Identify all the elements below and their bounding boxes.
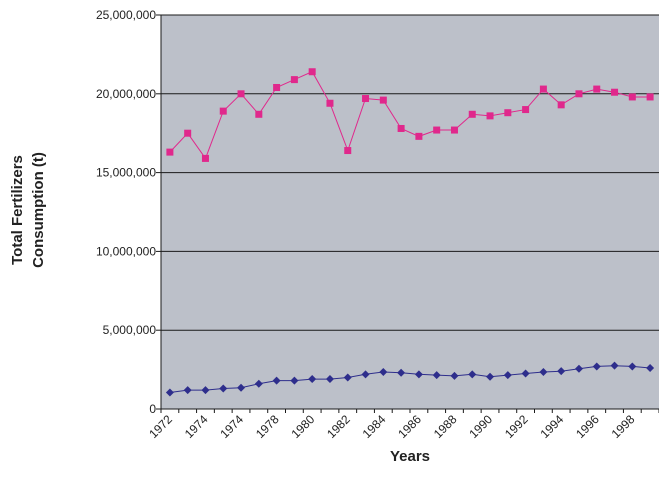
x-tick-label: 1974 [182, 412, 211, 441]
data-point [432, 371, 441, 380]
data-point [219, 384, 228, 393]
data-point [539, 367, 548, 376]
data-point [468, 370, 477, 379]
data-point [628, 93, 636, 101]
data-point [379, 96, 387, 104]
data-point [503, 371, 512, 380]
data-point [166, 148, 174, 156]
data-point [450, 371, 459, 380]
y-tick-labels: 0 5,000,000 10,000,000 15,000,000 20,000,000… [96, 8, 156, 416]
y-tick-label: 20,000,000 [96, 87, 156, 101]
data-point [592, 362, 601, 371]
data-point [308, 68, 316, 76]
data-point [574, 364, 583, 373]
y-tick-label: 15,000,000 [96, 166, 156, 180]
y-tick-label: 5,000,000 [103, 323, 157, 337]
series-line [169, 71, 651, 160]
data-point [522, 106, 530, 114]
data-point [397, 368, 406, 377]
series-1 [166, 68, 654, 162]
data-point [397, 124, 405, 132]
x-tick-label: 1996 [573, 412, 602, 441]
data-point [201, 154, 209, 162]
x-tick-label: 1984 [360, 412, 389, 441]
y-tick-label: 25,000,000 [96, 8, 156, 22]
data-point [646, 364, 655, 373]
x-tick-label: 1982 [324, 412, 353, 441]
x-tick-label: 1978 [253, 412, 282, 441]
data-point [450, 126, 458, 134]
data-point [308, 375, 317, 384]
x-tick-label: 1972 [146, 412, 175, 441]
data-point [557, 101, 565, 109]
data-point [539, 85, 547, 93]
data-point [433, 126, 441, 134]
x-tick-label: 1974 [217, 412, 246, 441]
x-tick-label: 1992 [502, 412, 531, 441]
y-tick-label: 0 [149, 402, 156, 416]
data-point [611, 88, 619, 96]
data-point [646, 93, 654, 101]
data-point [379, 367, 388, 376]
data-point [557, 367, 566, 376]
x-tick-label: 1980 [289, 412, 318, 441]
data-point [415, 132, 423, 140]
series-layer [165, 68, 655, 397]
data-point [184, 129, 192, 137]
series-2 [165, 361, 655, 397]
data-point [219, 107, 227, 115]
x-tick-label: 1990 [466, 412, 495, 441]
data-point [414, 370, 423, 379]
y-axis-title-line2: Consumption (t) [30, 152, 47, 268]
data-point [468, 110, 476, 118]
data-point [575, 90, 583, 98]
data-point [290, 76, 298, 84]
axes [160, 15, 659, 413]
data-point [628, 362, 637, 371]
data-point [237, 383, 246, 392]
x-tick-label: 1998 [609, 412, 638, 441]
data-point [593, 85, 601, 93]
x-tick-label: 1986 [395, 412, 424, 441]
x-tick-label: 1988 [431, 412, 460, 441]
data-point [326, 99, 334, 107]
series-line [169, 365, 651, 393]
y-axis-title-line1: Total Fertilizers [9, 155, 26, 265]
data-point [361, 370, 370, 379]
x-tick-label: 1994 [538, 412, 567, 441]
data-point [290, 376, 299, 385]
data-point [254, 379, 263, 388]
y-tick-label: 10,000,000 [96, 244, 156, 258]
plot-area [161, 15, 659, 409]
x-tick-labels: 1972 1974 1974 1978 1980 1982 1984 1986 1988 1990… [146, 412, 637, 441]
data-point [521, 369, 530, 378]
data-point [344, 147, 352, 155]
data-point [325, 375, 334, 384]
x-axis-title: Years [390, 448, 430, 465]
data-point [237, 90, 245, 98]
data-point [486, 372, 495, 381]
data-point [343, 373, 352, 382]
data-point [255, 110, 263, 118]
data-point [486, 112, 494, 120]
data-point [504, 109, 512, 117]
data-point [201, 386, 210, 395]
data-point [273, 83, 281, 91]
data-point [610, 361, 619, 370]
data-point [183, 386, 192, 395]
data-point [362, 95, 370, 103]
data-point [272, 376, 281, 385]
data-point [165, 388, 174, 397]
gridlines [156, 14, 659, 410]
